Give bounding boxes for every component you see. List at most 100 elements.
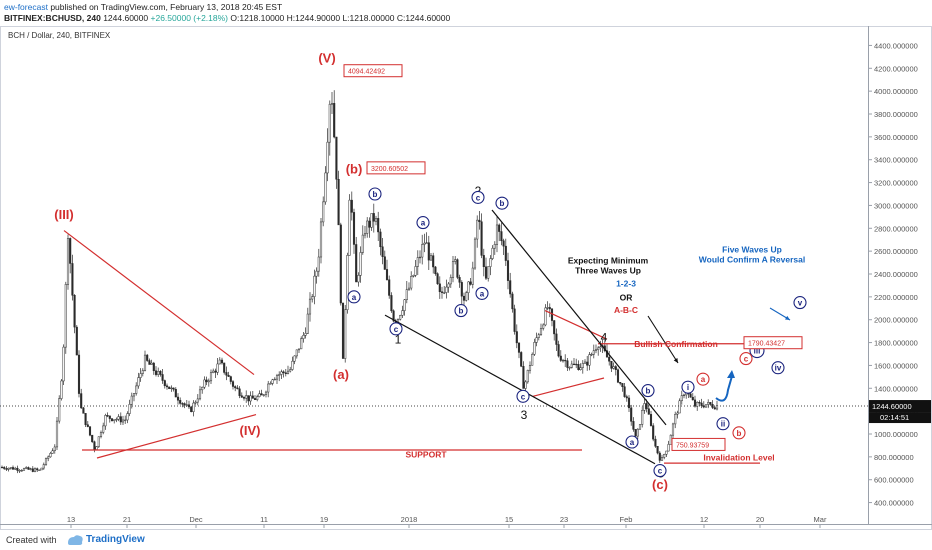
candle-body [315,270,318,277]
wave-label: (b) [346,161,363,176]
price-chart[interactable]: 400.000000 600.000000 800.000000 1000.00000… [0,26,932,530]
circle-wave-label: v [798,299,803,308]
candle-body [429,255,433,261]
circle-wave-marker [471,190,485,204]
candle-body [559,355,562,361]
candle-body [632,421,635,430]
candle-body [148,360,151,365]
countdown-box [869,412,931,424]
chart-note: Bullish Confirmation [634,339,718,349]
candle-body [377,218,380,233]
candle-body [82,407,85,414]
candle-body [489,258,492,267]
price-callout-label: 1790.43427 [748,341,785,348]
candle-body [20,469,23,472]
candle-body [271,379,274,384]
candle-body [91,434,94,442]
chart-frame [0,26,932,530]
candle-body [553,320,556,335]
candle-body [654,438,657,447]
candle-body [247,395,250,402]
candle-body [623,386,626,397]
candle-body [579,367,582,370]
candle-body [269,383,272,385]
chart-note: Five Waves Up [722,244,782,254]
candle-body [348,199,351,256]
circle-wave-label: a [480,289,485,298]
circle-wave-marker [716,417,730,431]
candle-body [352,212,356,245]
candle-body [355,244,358,283]
candle-body [212,370,215,373]
candle-body [403,299,406,311]
candle-body [535,337,538,343]
candle-body [399,315,402,320]
price-tick-label: 1600.000000 [874,361,918,370]
candle-body [229,376,232,382]
tradingview-brand[interactable]: TradingView [86,534,145,545]
candle-body [187,404,191,408]
wave-label: (III) [54,207,74,222]
candle-body [700,402,703,406]
circle-wave-marker [389,322,403,336]
candle-body [339,224,342,304]
circle-wave-label: a [421,219,426,228]
candle-body [249,395,252,402]
candle-body [374,218,378,222]
author-link[interactable]: ew-forecast [4,2,48,12]
projection-arrow-head [727,370,735,378]
candle-body [328,103,331,143]
candle-body [117,416,120,420]
candle-body [77,354,81,394]
candle-body [139,373,142,378]
circle-wave-label: b [737,429,742,438]
candle-body [124,419,127,421]
trend-line [384,314,656,465]
circle-wave-marker [771,361,785,375]
candle-body [121,419,125,423]
candle-body [643,403,646,411]
forecast-arrow-head [673,358,678,363]
candle-body [31,468,34,472]
candle-body [306,313,309,334]
circle-wave-label: i [687,383,689,392]
candle-body [42,464,45,469]
candle-body [586,361,589,366]
candle-body [86,424,89,427]
candle-body [260,393,263,396]
candle-body [223,362,226,373]
circle-wave-marker [696,372,710,386]
candle-body [29,468,32,470]
candle-body [209,372,213,382]
candle-body [491,247,494,259]
circle-wave-marker [732,426,746,440]
candle-body [674,414,677,425]
candle-body [69,238,72,264]
candle-body [533,342,536,355]
candle-body [51,450,54,454]
publish-text: published on TradingView.com, February 1… [50,2,283,12]
candle-body [62,346,65,382]
candle-body [218,359,221,365]
candle-body [146,354,149,361]
circle-wave-label: c [476,193,481,202]
circle-wave-label: c [394,325,399,334]
circle-wave-marker [347,290,361,304]
candle-body [302,335,305,339]
candle-body [704,404,708,408]
candle-body [564,359,567,362]
candle-body [592,350,595,355]
candle-body [58,398,61,422]
candle-body [619,382,622,384]
top-bar: ew-forecast published on TradingView.com… [0,0,932,26]
current-price-box [869,400,931,413]
wave-label: (IV) [240,423,261,438]
candle-body [253,398,257,400]
wave-label: (c) [652,477,668,492]
candle-body [75,326,78,356]
circle-wave-marker [475,286,489,300]
candle-body [572,363,576,366]
candle-body [150,362,153,365]
candle-body [194,401,197,404]
candle-body [126,413,129,421]
